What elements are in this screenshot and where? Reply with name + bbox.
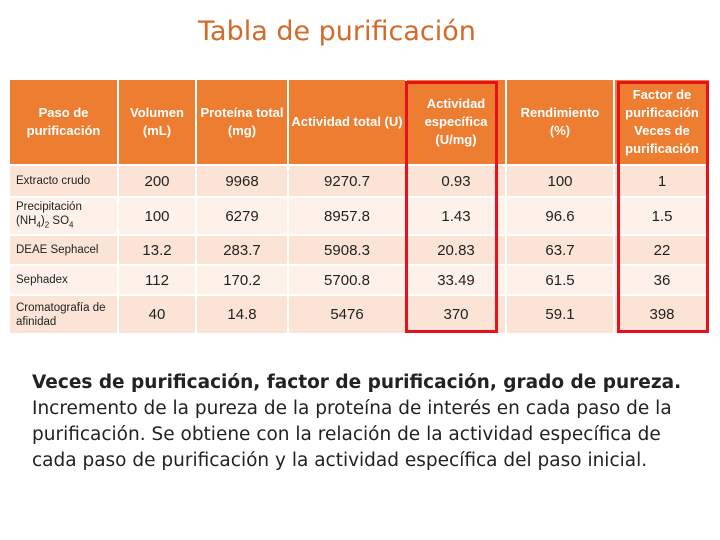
cell-activity: 5700.8 xyxy=(288,264,407,295)
cell-step: DEAE Sephacel xyxy=(10,234,119,265)
cell-step: Precipitación (NH4)2 SO4 xyxy=(10,196,119,235)
step-text: Precipitación (NH xyxy=(16,200,82,227)
cell-yield: 61.5 xyxy=(506,264,615,295)
purification-table: Paso de purificación Volumen (mL) Proteí… xyxy=(10,80,711,333)
table-row: Sephadex 112 170.2 5700.8 33.49 61.5 36 xyxy=(10,264,711,295)
specific-activity-highlight-box xyxy=(405,81,498,333)
purification-factor-highlight-box xyxy=(617,81,709,333)
header-protein: Proteína total (mg) xyxy=(196,80,289,165)
subscript: 4 xyxy=(36,220,41,230)
header-volume: Volumen (mL) xyxy=(118,80,197,165)
cell-activity: 5476 xyxy=(288,294,407,333)
cell-purification-factor: 398 xyxy=(614,294,711,333)
cell-volume: 40 xyxy=(118,294,197,333)
cell-specific-activity: 20.83 xyxy=(406,234,507,265)
cell-step: Extracto crudo xyxy=(10,164,119,197)
cell-protein: 14.8 xyxy=(196,294,289,333)
cell-purification-factor: 36 xyxy=(614,264,711,295)
cell-protein: 283.7 xyxy=(196,234,289,265)
cell-yield: 96.6 xyxy=(506,196,615,235)
table-row: DEAE Sephacel 13.2 283.7 5908.3 20.83 63… xyxy=(10,234,711,265)
header-yield: Rendimiento (%) xyxy=(506,80,615,165)
cell-volume: 200 xyxy=(118,164,197,197)
cell-specific-activity: 370 xyxy=(406,294,507,333)
subscript: 4 xyxy=(69,220,74,230)
description-heading: Veces de purificación, factor de purific… xyxy=(32,372,682,393)
cell-purification-factor: 22 xyxy=(614,234,711,265)
cell-volume: 13.2 xyxy=(118,234,197,265)
cell-purification-factor: 1 xyxy=(614,164,711,197)
cell-activity: 9270.7 xyxy=(288,164,407,197)
cell-specific-activity: 1.43 xyxy=(406,196,507,235)
header-step: Paso de purificación xyxy=(10,80,119,165)
cell-yield: 63.7 xyxy=(506,234,615,265)
cell-activity: 8957.8 xyxy=(288,196,407,235)
header-purification-factor: Factor de purificación Veces de purifica… xyxy=(614,80,711,165)
cell-volume: 112 xyxy=(118,264,197,295)
description-text: Incremento de la pureza de la proteína d… xyxy=(32,398,672,471)
cell-protein: 170.2 xyxy=(196,264,289,295)
table-row: Extracto crudo 200 9968 9270.7 0.93 100 … xyxy=(10,164,711,197)
cell-step: Cromatografía de afinidad xyxy=(10,294,119,333)
step-text: ) xyxy=(40,214,45,227)
cell-yield: 100 xyxy=(506,164,615,197)
header-activity: Actividad total (U) xyxy=(288,80,407,165)
cell-step: Sephadex xyxy=(10,264,119,295)
table-row: Cromatografía de afinidad 40 14.8 5476 3… xyxy=(10,294,711,333)
step-text: SO xyxy=(49,214,70,227)
cell-yield: 59.1 xyxy=(506,294,615,333)
cell-specific-activity: 0.93 xyxy=(406,164,507,197)
cell-specific-activity: 33.49 xyxy=(406,264,507,295)
page-title: Tabla de purificación xyxy=(198,16,476,47)
cell-purification-factor: 1.5 xyxy=(614,196,711,235)
cell-protein: 6279 xyxy=(196,196,289,235)
description-paragraph: Veces de purificación, factor de purific… xyxy=(32,370,692,474)
table-row: Precipitación (NH4)2 SO4 100 6279 8957.8… xyxy=(10,196,711,235)
cell-protein: 9968 xyxy=(196,164,289,197)
cell-volume: 100 xyxy=(118,196,197,235)
cell-activity: 5908.3 xyxy=(288,234,407,265)
header-specific-activity: Actividad específica (U/mg) xyxy=(406,80,507,165)
subscript: 2 xyxy=(44,220,50,230)
table-header-row: Paso de purificación Volumen (mL) Proteí… xyxy=(10,80,711,165)
